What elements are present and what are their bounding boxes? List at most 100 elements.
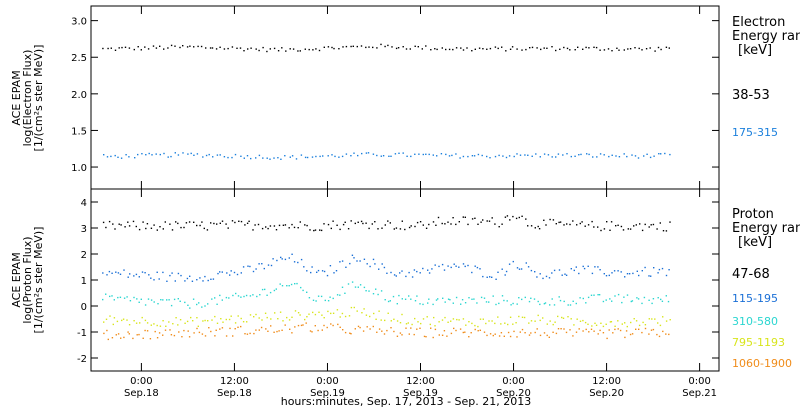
electron-data-point bbox=[425, 153, 427, 155]
electron-data-point bbox=[327, 46, 330, 48]
electron-data-point bbox=[243, 50, 245, 52]
electron-data-point bbox=[559, 48, 561, 50]
proton-data-point bbox=[611, 272, 613, 274]
proton-data-point bbox=[240, 317, 242, 320]
proton-data-point bbox=[238, 220, 240, 222]
proton-data-point bbox=[479, 268, 481, 270]
electron-data-point bbox=[356, 45, 358, 48]
proton-data-point bbox=[559, 299, 562, 302]
proton-data-point bbox=[102, 272, 104, 274]
proton-data-point bbox=[211, 298, 213, 300]
proton-data-point bbox=[158, 332, 161, 334]
proton-data-point bbox=[396, 320, 399, 322]
electron-legend: Electron Energy ran [keV] 38-53 175-315 bbox=[732, 15, 800, 139]
proton-data-point bbox=[235, 292, 237, 295]
proton-data-point bbox=[332, 312, 335, 314]
proton-data-point bbox=[293, 226, 296, 229]
proton-data-point bbox=[650, 275, 652, 277]
proton-data-point bbox=[413, 333, 415, 336]
proton-data-point bbox=[135, 322, 138, 324]
proton-data-point bbox=[144, 304, 147, 306]
proton-data-point bbox=[229, 274, 231, 276]
electron-data-point bbox=[406, 155, 408, 157]
proton-data-point bbox=[181, 336, 183, 338]
proton-data-point bbox=[278, 330, 280, 332]
proton-data-point bbox=[372, 325, 374, 328]
electron-data-point bbox=[462, 155, 465, 158]
proton-data-point bbox=[102, 298, 104, 301]
proton-data-point bbox=[321, 329, 323, 331]
proton-data-point bbox=[378, 328, 381, 330]
proton-data-point bbox=[669, 221, 671, 223]
proton-data-point bbox=[594, 266, 596, 268]
proton-data-point bbox=[114, 228, 116, 230]
x-tick-time-label: 12:00 bbox=[406, 376, 435, 387]
proton-data-point bbox=[196, 327, 198, 330]
proton-data-point bbox=[455, 329, 457, 332]
electron-data-point bbox=[486, 155, 488, 158]
proton-data-point bbox=[380, 319, 382, 321]
proton-data-point bbox=[263, 267, 265, 270]
proton-data-point bbox=[164, 329, 167, 331]
proton-data-point bbox=[180, 226, 182, 229]
proton-data-point bbox=[109, 295, 111, 298]
proton-data-point bbox=[659, 324, 662, 327]
proton-data-point bbox=[641, 270, 643, 272]
electron-data-point bbox=[167, 156, 169, 158]
proton-data-point bbox=[111, 337, 114, 339]
proton-data-point bbox=[661, 267, 664, 270]
proton-data-point bbox=[193, 332, 195, 334]
proton-data-point bbox=[302, 289, 304, 292]
proton-data-point bbox=[127, 221, 129, 223]
proton-data-point bbox=[557, 328, 560, 330]
electron-data-point bbox=[638, 47, 640, 50]
proton-data-point bbox=[234, 328, 236, 330]
proton-data-point bbox=[291, 223, 293, 226]
proton-data-point bbox=[361, 312, 363, 314]
proton-data-point bbox=[165, 325, 167, 327]
electron-data-point bbox=[269, 48, 271, 50]
proton-data-point bbox=[480, 221, 482, 223]
proton-data-point bbox=[464, 302, 467, 304]
proton-data-point bbox=[190, 316, 192, 319]
proton-data-point bbox=[539, 273, 541, 275]
proton-data-point bbox=[593, 330, 595, 332]
proton-data-point bbox=[656, 228, 658, 230]
proton-data-point bbox=[189, 307, 191, 309]
proton-data-point bbox=[408, 333, 410, 335]
proton-data-point bbox=[414, 300, 417, 302]
proton-data-point bbox=[520, 268, 523, 270]
electron-data-point bbox=[603, 154, 605, 156]
electron-data-point bbox=[151, 154, 153, 156]
electron-data-point bbox=[489, 47, 492, 50]
proton-data-point bbox=[642, 321, 644, 324]
proton-data-point bbox=[341, 312, 344, 315]
proton-data-point bbox=[377, 228, 379, 230]
electron-data-point bbox=[626, 155, 628, 158]
proton-legend-title-1: Proton bbox=[732, 207, 774, 222]
proton-data-point bbox=[486, 220, 488, 222]
proton-data-point bbox=[302, 324, 304, 326]
proton-data-point bbox=[654, 318, 656, 320]
proton-data-point bbox=[523, 316, 526, 319]
proton-data-point bbox=[356, 260, 358, 262]
proton-data-point bbox=[486, 276, 488, 278]
proton-data-point bbox=[173, 298, 176, 301]
proton-data-point bbox=[534, 271, 536, 273]
electron-data-point bbox=[231, 46, 234, 48]
electron-data-point bbox=[193, 154, 195, 156]
proton-data-point bbox=[582, 330, 584, 332]
electron-data-point bbox=[182, 152, 184, 154]
proton-data-point bbox=[488, 320, 490, 322]
proton-data-point bbox=[600, 229, 602, 232]
proton-data-point bbox=[555, 332, 558, 335]
electron-y-tick-label: 1.0 bbox=[71, 163, 87, 174]
electron-data-point bbox=[448, 155, 451, 157]
proton-data-point bbox=[455, 296, 458, 299]
proton-data-point bbox=[533, 298, 536, 300]
proton-data-point bbox=[423, 335, 426, 338]
proton-data-point bbox=[539, 334, 542, 337]
proton-data-point bbox=[468, 321, 470, 323]
proton-data-point bbox=[227, 227, 229, 229]
proton-data-point bbox=[605, 323, 607, 325]
